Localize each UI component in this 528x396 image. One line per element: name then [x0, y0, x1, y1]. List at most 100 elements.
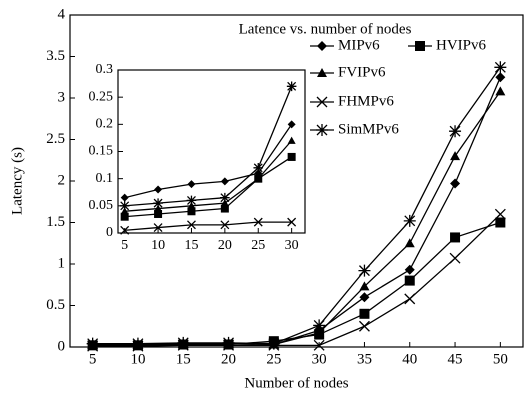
marker	[494, 208, 506, 220]
marker	[187, 220, 196, 230]
marker	[314, 327, 325, 337]
series-line	[124, 156, 292, 218]
marker-shape	[495, 217, 506, 228]
x-axis-label: Number of nodes	[244, 375, 348, 391]
y-tick-label: 1	[58, 255, 66, 271]
marker	[120, 207, 129, 215]
marker	[358, 264, 371, 277]
marker	[495, 86, 506, 96]
marker	[287, 152, 296, 161]
legend-marker	[316, 96, 328, 108]
marker	[287, 120, 296, 129]
marker-shape	[253, 163, 264, 173]
marker	[358, 320, 370, 332]
plot-area	[117, 69, 306, 234]
legend-item: FVIPv6	[310, 64, 386, 80]
marker	[177, 336, 190, 349]
marker-shape	[222, 336, 235, 349]
marker	[187, 180, 196, 189]
x-tick-label: 10	[151, 238, 165, 253]
marker	[450, 151, 461, 161]
marker-shape	[450, 151, 461, 161]
x-tick-label: 15	[176, 351, 191, 367]
marker	[313, 339, 325, 351]
marker	[153, 223, 163, 233]
legend-item: FHMPv6	[310, 93, 394, 109]
marker-shape	[287, 120, 296, 129]
marker-shape	[267, 337, 280, 350]
marker	[187, 201, 196, 210]
marker	[254, 174, 263, 182]
marker-shape	[254, 174, 263, 182]
y-axis-label: Latency (s)	[9, 147, 25, 215]
marker	[450, 232, 461, 243]
y-tick-label: 0.25	[89, 89, 114, 104]
marker-shape	[359, 292, 370, 303]
legend-marker	[316, 124, 328, 136]
marker	[120, 212, 129, 221]
y-tick-label: 2.5	[46, 131, 65, 147]
marker	[494, 61, 507, 74]
x-tick-label: 20	[218, 238, 232, 253]
legend-label: FHMPv6	[338, 93, 394, 109]
marker	[220, 220, 230, 230]
marker-shape	[495, 72, 506, 83]
series-line	[92, 221, 501, 346]
marker	[359, 308, 370, 319]
marker-shape	[120, 193, 129, 202]
marker	[253, 163, 264, 173]
x-tick-label: 15	[184, 238, 198, 253]
marker-shape	[317, 41, 327, 51]
marker-shape	[187, 220, 196, 230]
marker	[449, 125, 462, 138]
legend-item: SimMPv6	[310, 121, 399, 137]
marker	[404, 275, 415, 286]
marker-shape	[86, 337, 99, 350]
marker-shape	[186, 195, 197, 206]
y-tick-label: 1.5	[46, 214, 65, 230]
legend-label: FVIPv6	[338, 64, 386, 80]
marker-shape	[404, 238, 415, 248]
y-tick-label: 0.2	[96, 117, 114, 132]
x-tick-label: 25	[251, 238, 265, 253]
marker-shape	[153, 223, 163, 233]
marker-shape	[119, 201, 130, 211]
marker	[403, 214, 416, 227]
marker-shape	[220, 204, 229, 213]
marker-shape	[286, 81, 297, 92]
marker-shape	[220, 177, 229, 186]
marker-shape	[449, 252, 461, 264]
marker-shape	[187, 180, 196, 189]
series-line	[92, 66, 501, 345]
marker	[495, 72, 506, 83]
marker-shape	[120, 207, 129, 215]
legend-label: MIPv6	[338, 37, 380, 53]
x-tick-label: 20	[221, 351, 236, 367]
marker-shape	[154, 185, 163, 194]
marker	[220, 199, 229, 207]
marker-shape	[313, 319, 326, 332]
marker	[267, 337, 280, 350]
marker-shape	[450, 232, 461, 243]
marker	[359, 292, 370, 303]
x-tick-label: 40	[402, 351, 417, 367]
x-tick-label: 5	[89, 351, 97, 367]
legend-item: MIPv6	[310, 37, 380, 53]
series-line	[92, 213, 501, 347]
marker-shape	[177, 336, 190, 349]
marker	[287, 217, 297, 227]
marker-shape	[404, 293, 416, 305]
marker-shape	[154, 204, 163, 212]
x-tick-label: 10	[130, 351, 145, 367]
marker-shape	[317, 68, 327, 77]
marker	[359, 281, 370, 291]
marker-shape	[287, 136, 296, 144]
marker-shape	[494, 61, 507, 74]
marker-shape	[187, 201, 196, 210]
y-tick-label: 2	[58, 172, 66, 188]
legend-marker	[317, 68, 327, 77]
series-line	[124, 86, 293, 207]
marker-shape	[359, 308, 370, 319]
marker-shape	[495, 86, 506, 96]
